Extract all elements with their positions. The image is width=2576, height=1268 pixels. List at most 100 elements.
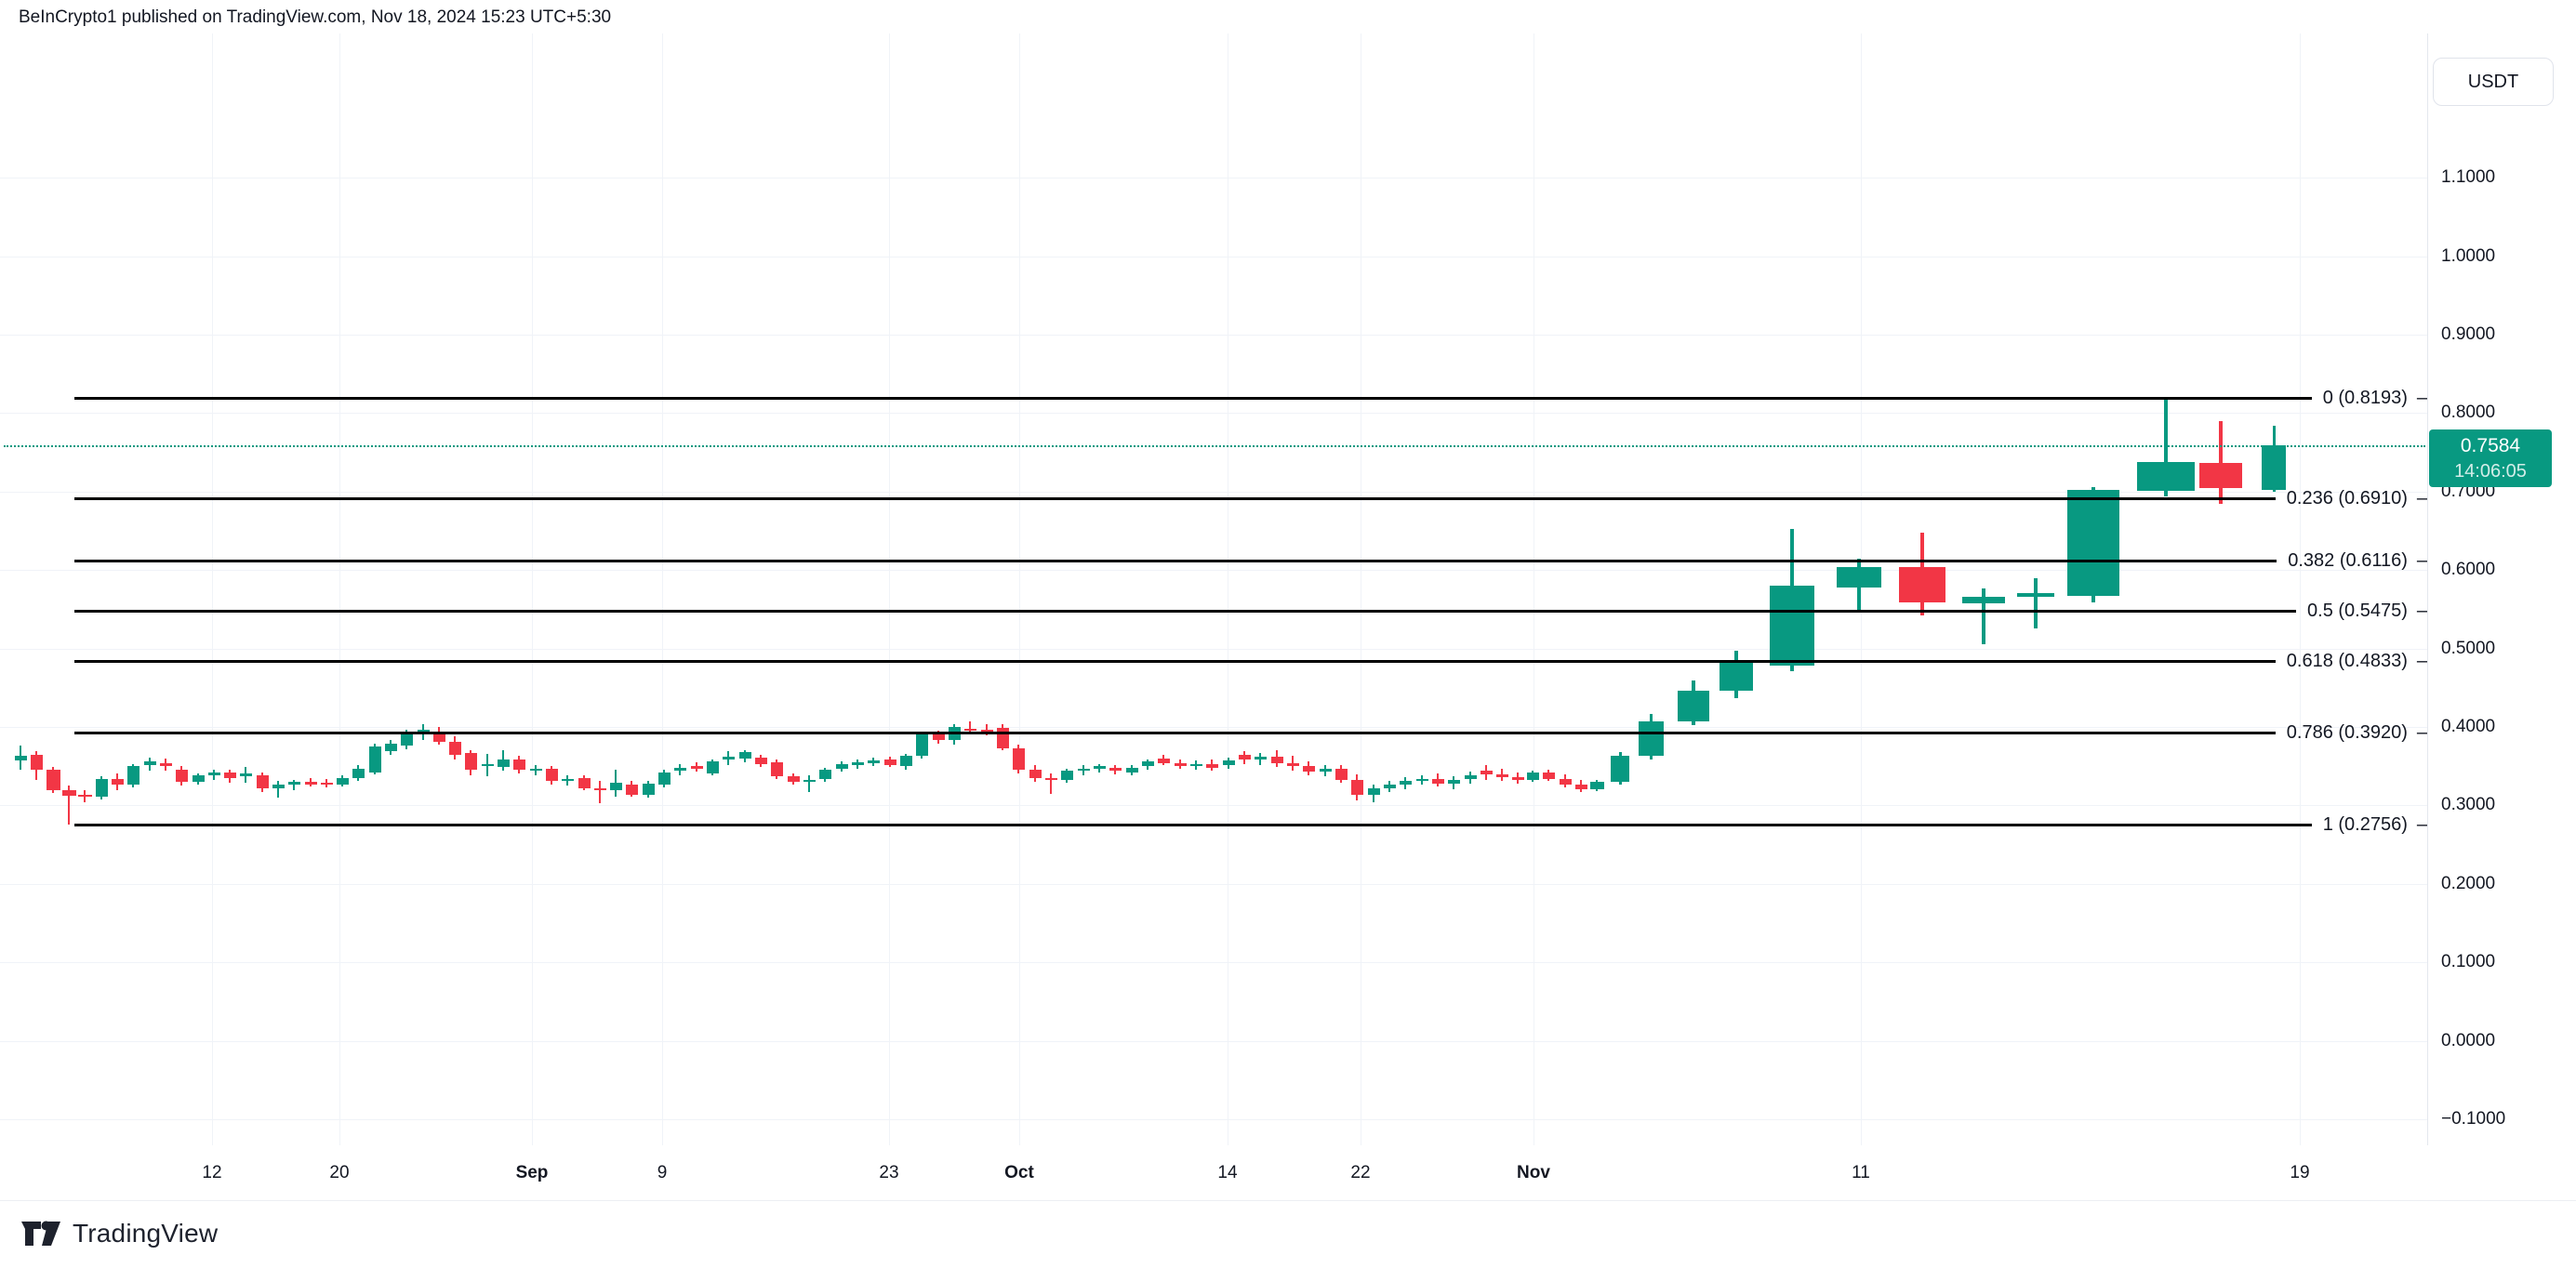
price-axis-label: 0.4000 — [2441, 717, 2496, 737]
grid-line-vertical — [1861, 33, 1862, 1145]
candle-wick — [293, 780, 295, 790]
candle — [417, 729, 430, 733]
currency-toggle-button[interactable]: USDT — [2433, 58, 2554, 106]
fib-level-line — [74, 496, 2276, 500]
candle — [980, 729, 993, 733]
candle — [159, 762, 172, 767]
date-axis-label: 11 — [1852, 1162, 1870, 1182]
candle — [287, 782, 300, 785]
tradingview-logo-text: TradingView — [73, 1219, 219, 1248]
candle — [256, 775, 269, 788]
candle — [1611, 756, 1629, 783]
candle — [1302, 766, 1315, 773]
date-axis-label: Nov — [1517, 1162, 1550, 1182]
price-axis-label: 0.1000 — [2441, 952, 2496, 972]
candle — [272, 784, 285, 788]
candle-wick — [2034, 578, 2038, 628]
grid-line-horizontal — [0, 648, 2427, 650]
candle — [593, 787, 606, 791]
tradingview-logo[interactable]: TradingView — [20, 1218, 218, 1249]
candle — [304, 782, 317, 785]
candle — [432, 732, 445, 743]
candle — [835, 763, 848, 769]
candle — [625, 784, 638, 795]
candle — [30, 755, 43, 770]
candle — [851, 762, 864, 765]
candle — [2137, 461, 2195, 491]
candle — [1125, 767, 1138, 773]
candle — [561, 778, 574, 782]
grid-line-vertical — [339, 33, 340, 1145]
date-axis-label: Oct — [1004, 1162, 1034, 1182]
candle — [642, 783, 655, 795]
candle — [657, 772, 671, 785]
fib-level-line — [74, 823, 2312, 826]
candle — [1189, 763, 1202, 767]
fib-level-label: 0.618 (0.4833) — [2286, 651, 2408, 672]
candle — [1334, 768, 1348, 781]
candle — [1141, 761, 1154, 767]
attribution-text: BeInCrypto1 published on TradingView.com… — [19, 7, 612, 27]
bottom-separator — [0, 1200, 2576, 1201]
candle — [1060, 771, 1073, 780]
candle-wick — [1982, 588, 1985, 645]
fib-level-label: 0.786 (0.3920) — [2286, 722, 2408, 744]
candle — [143, 761, 156, 765]
candle — [497, 759, 510, 768]
candle — [2067, 490, 2119, 597]
fib-level-line — [74, 732, 2276, 735]
candle — [95, 778, 108, 798]
fib-level-tick: – — [2416, 601, 2427, 621]
candle-wick — [68, 786, 70, 826]
price-axis-label: −0.1000 — [2441, 1109, 2506, 1129]
candle — [384, 743, 397, 752]
date-axis-label: 23 — [879, 1162, 899, 1182]
bar-countdown: 14:06:05 — [2454, 461, 2527, 482]
candle — [2199, 463, 2242, 489]
fib-level-tick: – — [2416, 722, 2427, 744]
grid-line-horizontal — [0, 1040, 2427, 1042]
candle — [1350, 780, 1363, 795]
fib-level-line — [74, 396, 2312, 400]
candle — [690, 766, 703, 769]
fib-level-line — [74, 559, 2277, 562]
price-axis-label: 0.5000 — [2441, 638, 2496, 658]
chart-pane[interactable]: 0 (0.8193) –0.236 (0.6910) –0.382 (0.6116)… — [0, 33, 2427, 1145]
candle — [1837, 566, 1881, 588]
candle — [673, 767, 686, 772]
candle — [722, 757, 735, 760]
grid-line-horizontal — [0, 491, 2427, 493]
candle — [1077, 768, 1090, 772]
price-axis-label: 0.2000 — [2441, 873, 2496, 893]
time-axis[interactable]: 12 20 Sep 9 23 Oct 14 22 Nov 11 19 — [0, 1145, 2576, 1200]
price-axis[interactable]: 1.1000 1.0000 0.9000 0.8000 0.7000 0.6000 0.50… — [2427, 33, 2576, 1145]
candle — [1205, 763, 1218, 768]
candle — [1720, 661, 1753, 692]
candle — [529, 768, 542, 772]
candle — [1270, 757, 1283, 763]
candle — [915, 734, 928, 757]
candle — [1447, 780, 1460, 784]
candle — [126, 766, 139, 786]
grid-line-horizontal — [0, 727, 2427, 729]
date-axis-label: 9 — [657, 1162, 668, 1182]
candle-wick — [599, 781, 601, 803]
candle — [223, 772, 236, 778]
candle — [239, 773, 252, 777]
candle — [336, 777, 349, 785]
fib-level-tick: – — [2416, 813, 2427, 835]
candle — [1962, 596, 2005, 604]
candle — [1678, 691, 1709, 722]
candle — [1511, 777, 1524, 780]
candle — [1559, 778, 1572, 785]
candle — [192, 775, 205, 783]
candle — [1044, 777, 1057, 781]
current-price-line — [4, 445, 2425, 448]
candle — [578, 777, 591, 788]
candle — [46, 769, 60, 791]
current-price-value: 0.7584 — [2460, 434, 2521, 456]
candle — [175, 769, 188, 783]
grid-line-vertical — [212, 33, 213, 1145]
grid-line-horizontal — [0, 805, 2427, 807]
